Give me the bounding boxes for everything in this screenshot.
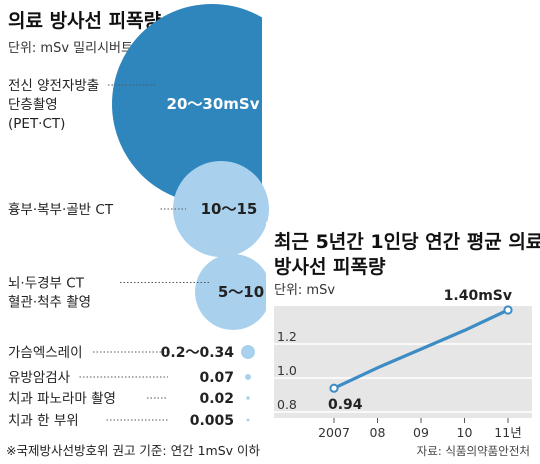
x-tick-label-1: 2007 — [318, 425, 350, 440]
bubble-3 — [195, 254, 271, 330]
bubble-2 — [173, 161, 269, 257]
bubble-7-label-line-1: 치과 한 부위 — [8, 413, 79, 429]
bubble-4-label-line-1: 가슴엑스레이 — [8, 345, 83, 361]
bubble-chart-footnote: ※국제방사선방호위 권고 기준: 연간 1mSv 이하 — [6, 443, 261, 458]
bubble-6-value: 0.02 — [199, 391, 234, 407]
line-point-5 — [503, 305, 513, 315]
line-point-label-1: 0.94 — [328, 397, 363, 413]
bubbles — [112, 4, 271, 422]
y-tick-label-1: 0.8 — [277, 397, 297, 412]
bubble-1-value: 20～30mSv — [167, 95, 260, 113]
bubble-5-value: 0.07 — [199, 370, 234, 386]
bubble-7 — [246, 418, 250, 422]
bubble-1 — [112, 4, 262, 204]
bubble-7-value: 0.005 — [190, 413, 234, 429]
bubble-6 — [246, 396, 250, 400]
bubble-5 — [245, 374, 251, 380]
bubble-3-label-line-1: 뇌·두경부 CT — [8, 276, 85, 292]
bubble-1-label-line-2: 단층촬영 — [8, 97, 58, 113]
y-tick-label-2: 1.0 — [277, 363, 297, 378]
line-chart-plot-area — [274, 306, 532, 418]
x-tick-label-5: 11년 — [494, 425, 521, 440]
line-chart-title-line-1: 최근 5년간 1인당 연간 평균 의료용 — [274, 231, 540, 253]
x-tick-label-3: 09 — [413, 425, 429, 440]
bubble-4-value: 0.2～0.34 — [161, 345, 235, 361]
bubble-3-label-line-2: 혈관·척추 촬영 — [8, 295, 91, 311]
line-point-1 — [329, 383, 339, 393]
bubble-5-label-line-1: 유방암검사 — [8, 370, 71, 386]
line-chart-unit: 단위: mSv — [274, 283, 335, 298]
line-chart-title-line-2: 방사선 피폭량 — [274, 256, 386, 278]
line-chart-source: 자료: 식품의약품안전처 — [417, 444, 530, 458]
line-chart-x-ticks: 2007 08 09 10 11년 — [318, 418, 522, 440]
bubble-1-label-line-3: (PET·CT) — [8, 116, 65, 132]
bubble-6-label-line-1: 치과 파노라마 촬영 — [8, 391, 116, 407]
line-series-path — [333, 308, 509, 390]
bubble-3-value: 5～10 — [218, 283, 264, 301]
x-tick-label-4: 10 — [457, 425, 473, 440]
line-chart-series: 0.94 1.40mSv — [328, 288, 513, 413]
line-point-label-5: 1.40mSv — [444, 288, 512, 304]
y-tick-label-3: 1.2 — [277, 329, 297, 344]
line-chart: 최근 5년간 1인당 연간 평균 의료용 방사선 피폭량 단위: mSv 0.8… — [266, 222, 540, 464]
bubble-chart-title: 의료 방사선 피폭량 — [8, 10, 162, 32]
x-tick-label-2: 08 — [370, 425, 386, 440]
bubble-2-label-line-1: 흉부·복부·골반 CT — [8, 202, 114, 218]
bubble-1-label-line-1: 전신 양전자방출 — [8, 78, 99, 94]
bubble-chart-unit: 단위: mSv 밀리시버트 — [8, 41, 133, 56]
bubble-2-value: 10～15 — [201, 200, 258, 218]
bubble-4 — [241, 345, 255, 359]
line-chart-grid: 0.8 1.0 1.2 — [274, 329, 532, 413]
